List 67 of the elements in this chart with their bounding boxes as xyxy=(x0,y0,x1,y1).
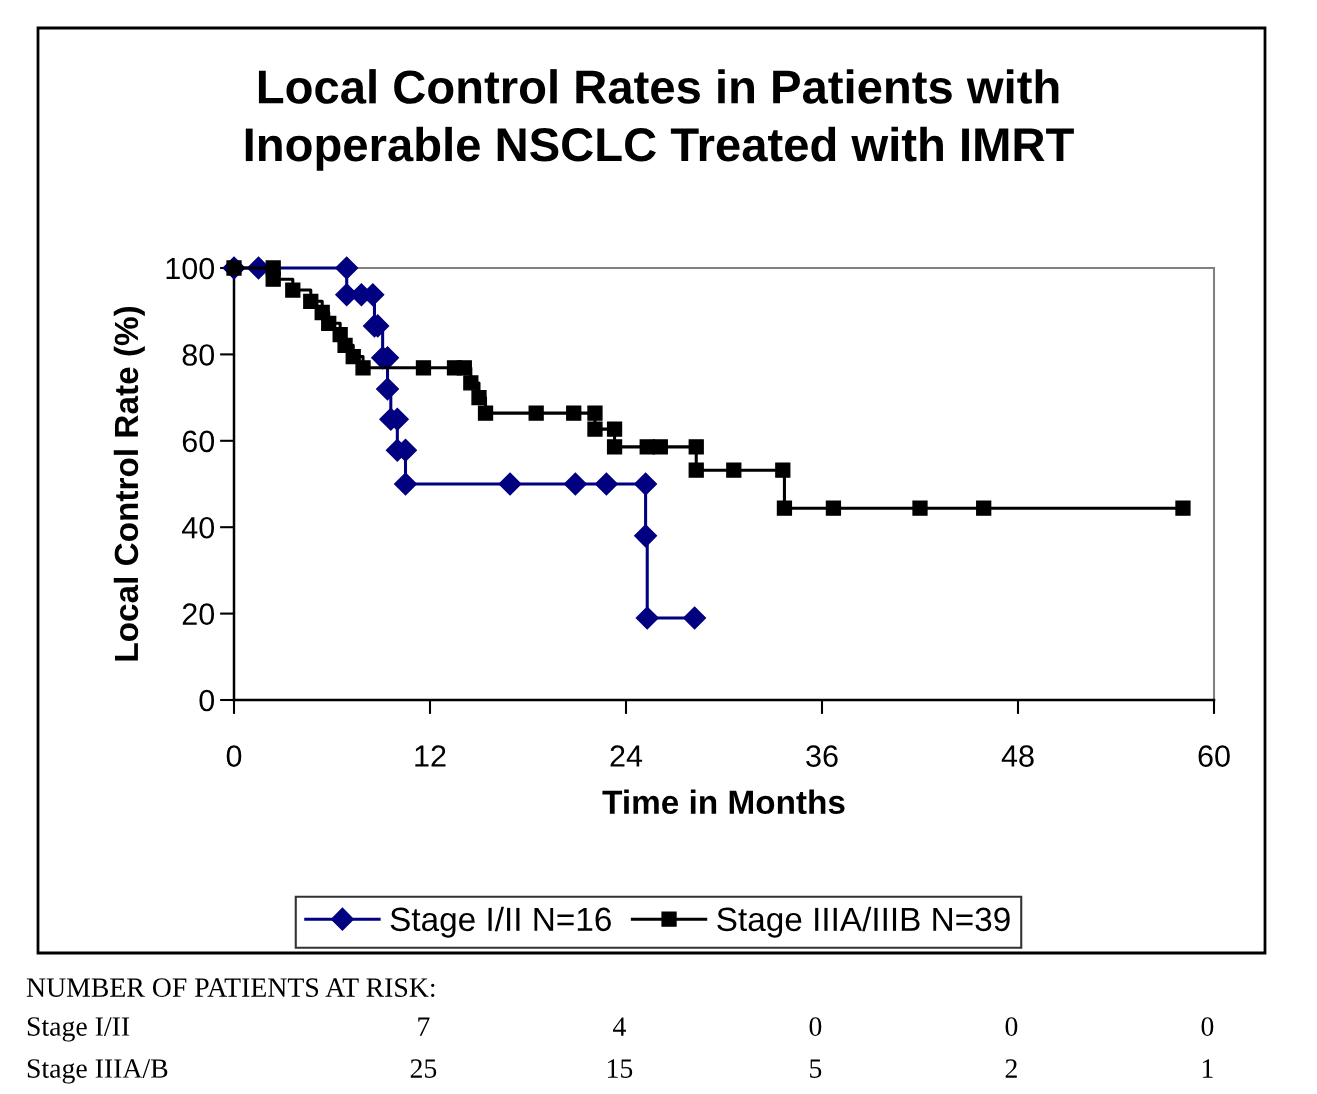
point xyxy=(912,500,928,516)
point xyxy=(285,282,301,298)
point xyxy=(825,500,842,516)
point xyxy=(606,439,623,455)
text: 4 xyxy=(613,1017,626,1036)
text: 0 xyxy=(1201,1017,1214,1036)
point xyxy=(335,256,359,280)
point xyxy=(471,389,487,406)
point xyxy=(355,360,371,376)
point xyxy=(587,405,603,421)
text: Stage I/II xyxy=(27,1017,130,1042)
y-tick-label: 20 xyxy=(182,603,215,625)
point xyxy=(337,337,353,353)
point xyxy=(726,462,742,478)
y-tick-label: 80 xyxy=(182,344,215,366)
point xyxy=(652,439,668,455)
point xyxy=(321,315,337,331)
point xyxy=(498,472,522,496)
point xyxy=(563,472,587,496)
point xyxy=(688,462,704,478)
point xyxy=(775,462,791,478)
text: 5 xyxy=(810,1059,822,1078)
point xyxy=(634,524,658,548)
point xyxy=(634,472,658,496)
point xyxy=(606,421,623,437)
point xyxy=(594,472,618,496)
point xyxy=(635,606,659,630)
text: 1 xyxy=(1202,1059,1213,1078)
y-tick-label: 100 xyxy=(166,257,215,280)
point xyxy=(688,439,704,455)
point xyxy=(566,405,582,421)
point xyxy=(456,360,472,376)
x-tick-label: 36 xyxy=(806,745,838,767)
y-tick-label: 0 xyxy=(199,689,215,712)
x-tick-label: 0 xyxy=(226,745,242,767)
point xyxy=(376,377,400,401)
x-axis-title: Time in Months xyxy=(602,789,845,815)
text: 25 xyxy=(410,1059,437,1078)
text: NUMBER OF PATIENTS AT RISK: xyxy=(26,978,435,998)
point xyxy=(776,500,793,516)
text: 2 xyxy=(1005,1059,1017,1078)
x-tick-label: 48 xyxy=(1001,745,1034,767)
x-tick-label: 24 xyxy=(610,745,643,767)
legend-label: Stage I/II N=16 xyxy=(390,906,611,938)
chart-title: Local Control Rates in Patients with Inoperable NSCLC Treated with IMRT xyxy=(245,69,1074,171)
point xyxy=(528,405,544,421)
text: 7 xyxy=(418,1017,430,1036)
point xyxy=(463,375,479,391)
text: 0 xyxy=(1005,1017,1018,1036)
point xyxy=(477,405,494,421)
point xyxy=(394,472,417,496)
point xyxy=(1175,500,1191,516)
point xyxy=(976,500,992,516)
point xyxy=(587,421,603,437)
point xyxy=(415,360,432,376)
x-tick-label: 12 xyxy=(415,745,446,767)
point xyxy=(303,293,319,309)
point xyxy=(683,606,707,630)
point xyxy=(265,271,281,287)
y-tick-label: 60 xyxy=(182,430,215,453)
text: Stage IIIA/B xyxy=(27,1059,168,1084)
text: 15 xyxy=(607,1059,633,1078)
y-axis-title: Local Control Rate (%) xyxy=(113,306,145,661)
legend-label: Stage IIIA/IIIB N=39 xyxy=(717,906,1010,938)
y-tick-label: 40 xyxy=(181,516,215,539)
text: 0 xyxy=(809,1017,822,1036)
x-tick-label: 60 xyxy=(1198,745,1230,767)
